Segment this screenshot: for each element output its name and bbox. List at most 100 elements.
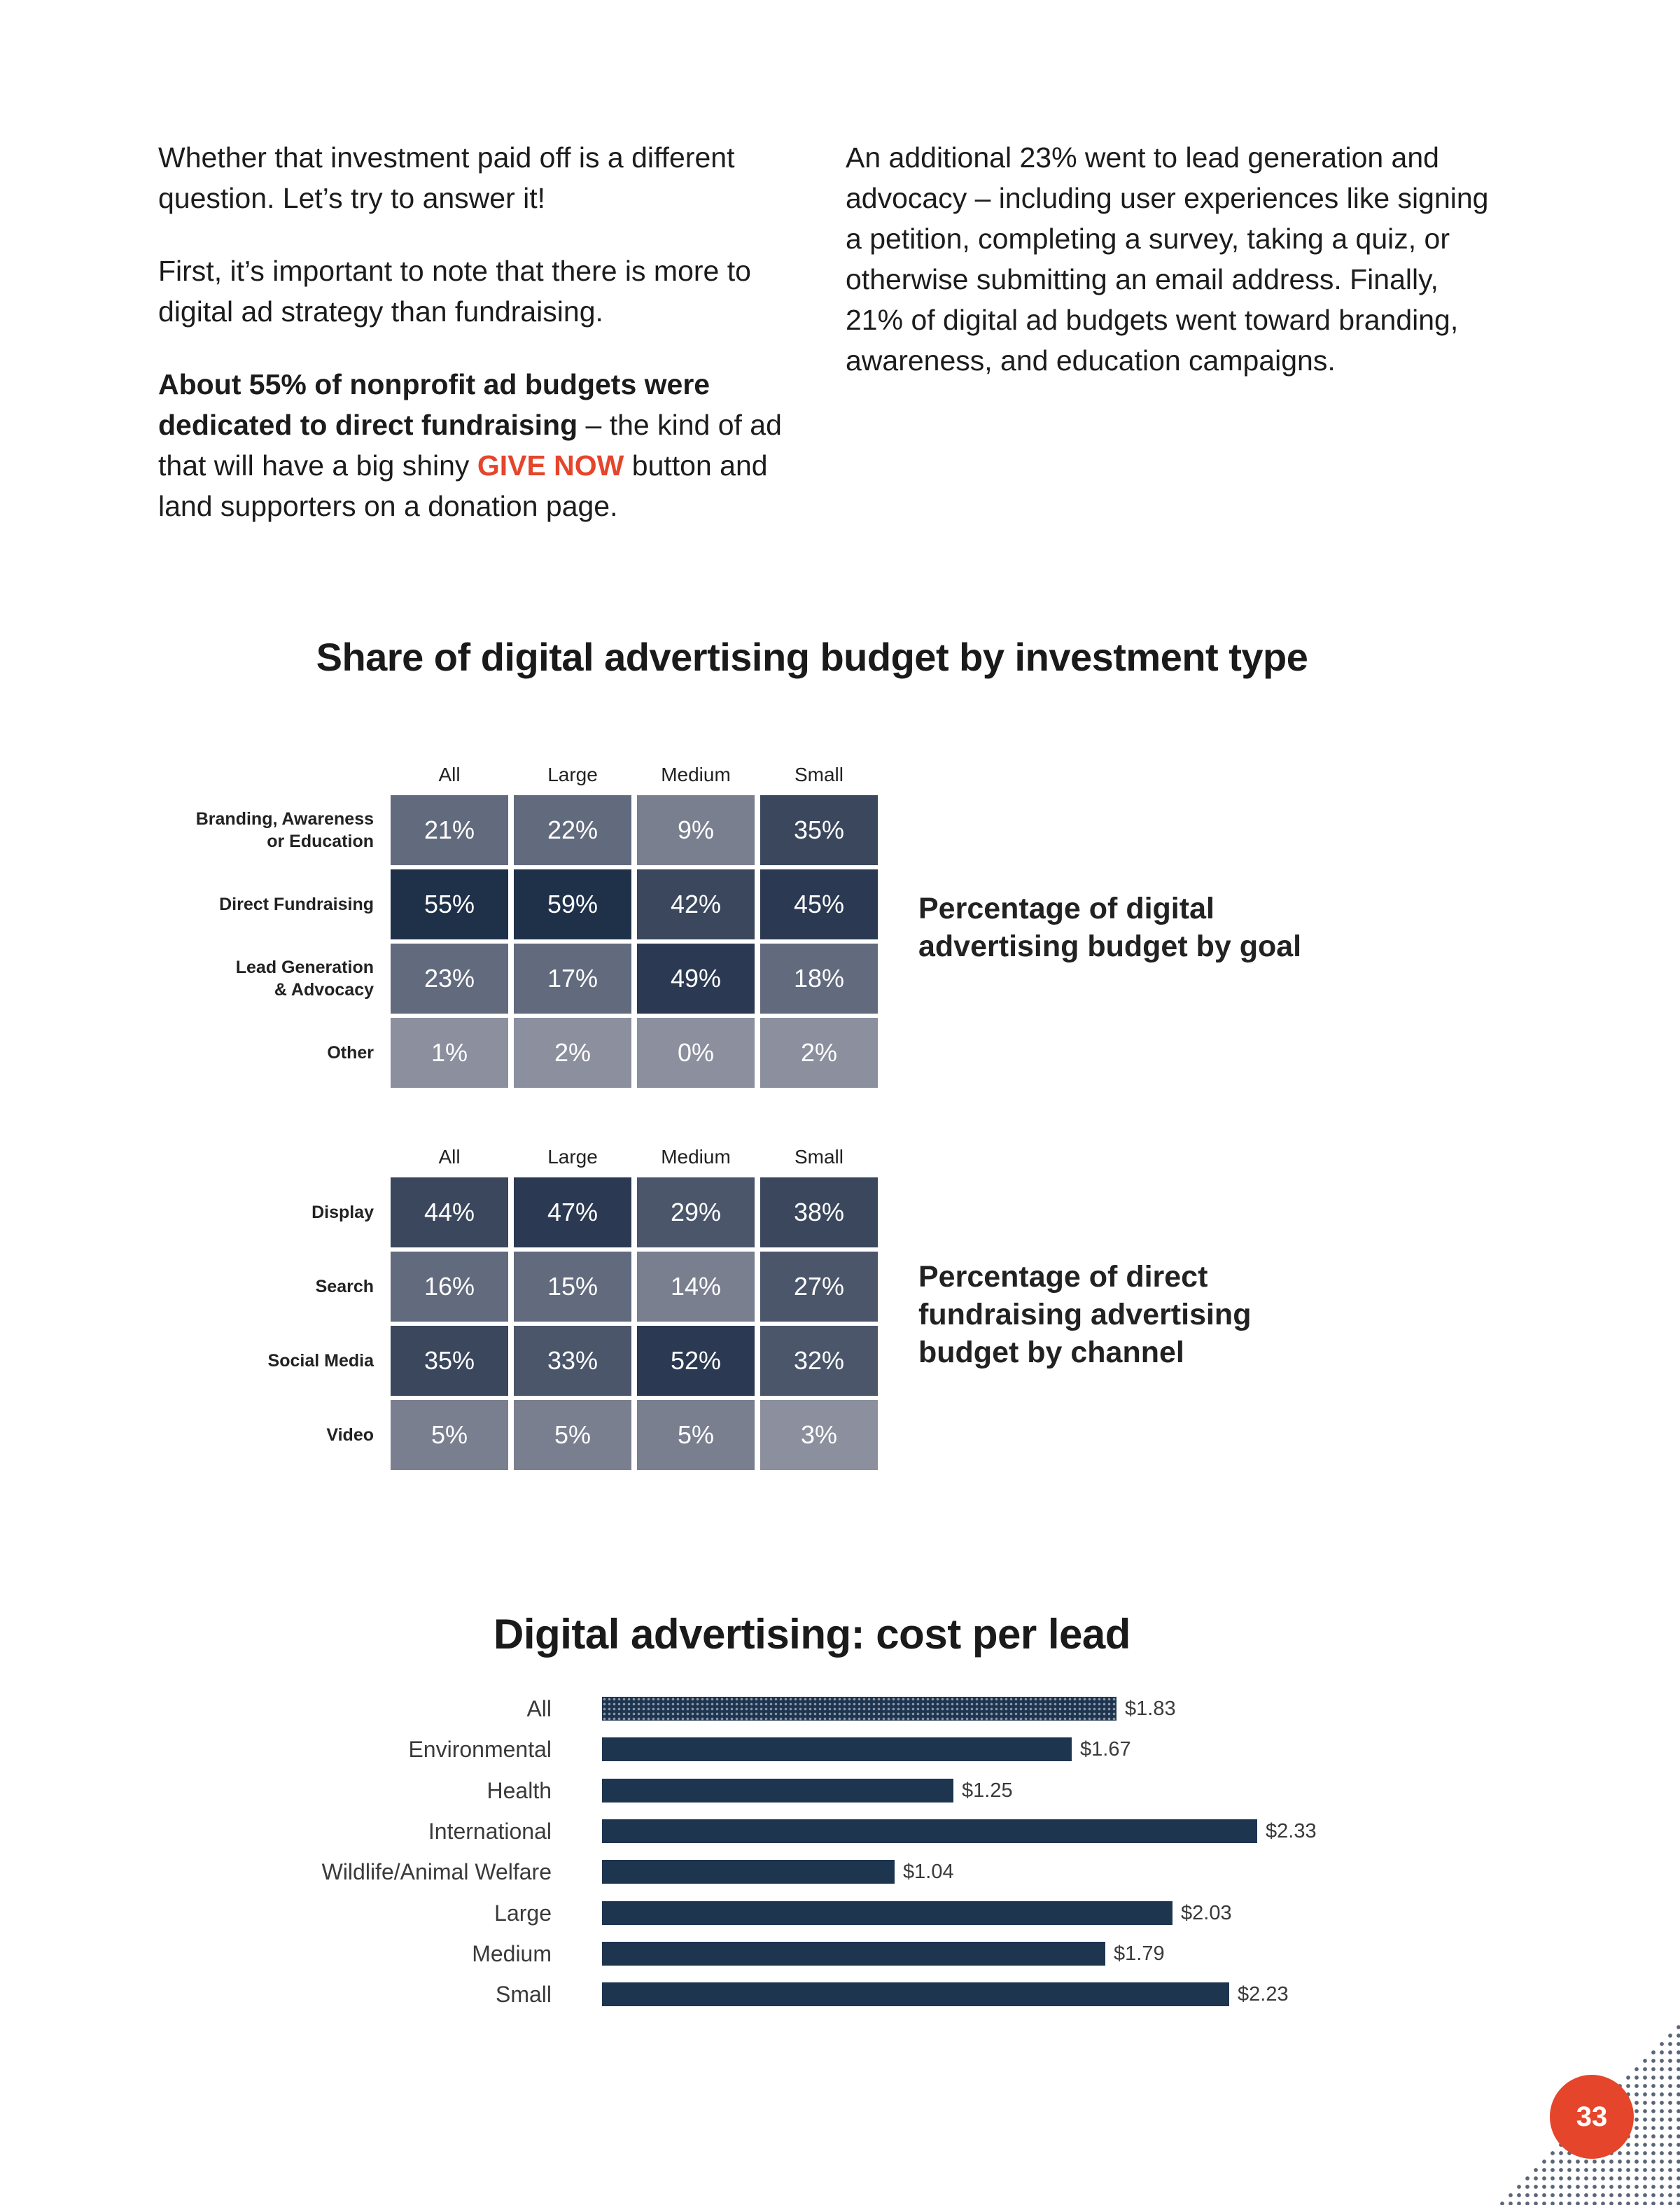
heatmap-cell: 22% bbox=[514, 795, 631, 865]
paragraph-investment: Whether that investment paid off is a di… bbox=[158, 141, 735, 214]
heatmap-section-title: Share of digital advertising budget by i… bbox=[316, 635, 1308, 679]
paragraph-fundraising-mid: – the kind of ad that will have a big sh… bbox=[158, 409, 782, 482]
heatmap-cell: 52% bbox=[637, 1326, 755, 1396]
row-label: Lead Generation & Advocacy bbox=[161, 944, 374, 1014]
bar-large bbox=[602, 1901, 1172, 1925]
bar-value-label: $1.79 bbox=[1114, 1942, 1165, 1965]
bar-value-label: $2.33 bbox=[1266, 1820, 1317, 1842]
row-label-line: Social Media bbox=[267, 1351, 374, 1371]
bar-value-label: $1.83 bbox=[1125, 1698, 1176, 1720]
row-label-line: & Advocacy bbox=[274, 980, 374, 1000]
bar-category-label: International bbox=[428, 1819, 552, 1844]
bold-statement: About 55% of nonprofit ad budgets were d… bbox=[158, 368, 710, 441]
bar-category-label: Environmental bbox=[408, 1737, 552, 1762]
heatmap-cell: 35% bbox=[391, 1326, 508, 1396]
heatmap-cell: 23% bbox=[391, 944, 508, 1014]
row-label: Video bbox=[161, 1400, 374, 1470]
heatmap-cell: 14% bbox=[637, 1252, 755, 1322]
right-text-column: An additional 23% went to lead generatio… bbox=[846, 137, 1490, 413]
give-now-highlight: GIVE NOW bbox=[477, 449, 624, 482]
paragraph-lead-generation: An additional 23% went to lead generatio… bbox=[846, 141, 1489, 377]
bar-wildlife-animal-welfare bbox=[602, 1860, 895, 1884]
row-label: Other bbox=[161, 1018, 374, 1088]
row-label-text: Video bbox=[326, 1424, 374, 1446]
page-number: 33 bbox=[1576, 2101, 1608, 2132]
row-label-text: Display bbox=[312, 1201, 374, 1224]
heatmap-cell: 33% bbox=[514, 1326, 631, 1396]
row-label-line: Video bbox=[326, 1425, 374, 1445]
row-label-line: Search bbox=[315, 1277, 374, 1296]
row-label-text: Direct Fundraising bbox=[219, 893, 374, 916]
heatmap-cell: 2% bbox=[760, 1018, 878, 1088]
bar-all bbox=[602, 1697, 1116, 1721]
bar-value-label: $1.25 bbox=[962, 1779, 1013, 1802]
heatmap-cell: 5% bbox=[391, 1400, 508, 1470]
column-header-small: Small bbox=[794, 764, 844, 785]
heatmap-cell: 15% bbox=[514, 1252, 631, 1322]
row-label: Branding, Awareness or Education bbox=[161, 795, 374, 865]
column-header-medium: Medium bbox=[661, 764, 731, 785]
heatmap-cell: 5% bbox=[514, 1400, 631, 1470]
bar-international bbox=[602, 1819, 1257, 1843]
paragraph-fundraising: About 55% of nonprofit ad budgets were d… bbox=[158, 364, 802, 526]
heatmap-cell: 1% bbox=[391, 1018, 508, 1088]
heatmap-cell: 38% bbox=[760, 1177, 878, 1247]
heatmap-cell: 59% bbox=[514, 869, 631, 939]
heatmap-cell: 42% bbox=[637, 869, 755, 939]
row-label-line: Branding, Awareness bbox=[195, 809, 374, 829]
bar-category-label: Large bbox=[494, 1900, 552, 1926]
row-label: Display bbox=[161, 1177, 374, 1247]
heatmap-cell: 0% bbox=[637, 1018, 755, 1088]
paragraph-strategy: First, it’s important to note that there… bbox=[158, 255, 751, 328]
heatmap-cell: 17% bbox=[514, 944, 631, 1014]
heatmap-cell: 5% bbox=[637, 1400, 755, 1470]
row-label-line: Display bbox=[312, 1203, 374, 1222]
heatmap-cell: 21% bbox=[391, 795, 508, 865]
bar-category-label: Wildlife/Animal Welfare bbox=[321, 1859, 552, 1884]
row-label-text: Other bbox=[327, 1042, 374, 1064]
bar-category-label: Small bbox=[495, 1982, 552, 2007]
column-header-small: Small bbox=[794, 1146, 844, 1168]
bar-category-label: Health bbox=[486, 1778, 552, 1803]
bar-category-label: Medium bbox=[472, 1941, 552, 1966]
bar-value-label: $1.04 bbox=[903, 1861, 954, 1883]
heatmap-cell: 16% bbox=[391, 1252, 508, 1322]
heatmap-cell: 27% bbox=[760, 1252, 878, 1322]
column-header-all: All bbox=[438, 1146, 461, 1168]
bar-value-label: $2.23 bbox=[1238, 1983, 1289, 2005]
row-label-text: Lead Generation & Advocacy bbox=[236, 956, 374, 1001]
paragraph-fundraising-end: but­ton and land supporters on a donatio… bbox=[158, 449, 768, 522]
bar-health bbox=[602, 1779, 953, 1802]
column-header-all: All bbox=[438, 764, 461, 785]
heatmap-cell: 18% bbox=[760, 944, 878, 1014]
heatmap-cell: 49% bbox=[637, 944, 755, 1014]
heatmap-cell: 45% bbox=[760, 869, 878, 939]
bar-category-label: All bbox=[526, 1696, 552, 1721]
bar-medium bbox=[602, 1942, 1105, 1966]
row-label-line: or Education bbox=[267, 832, 374, 851]
heatmap-cell: 35% bbox=[760, 795, 878, 865]
left-text-column: Whether that investment paid off is a di… bbox=[158, 137, 802, 559]
heatmap-cell: 44% bbox=[391, 1177, 508, 1247]
row-label-line: Direct Fundraising bbox=[219, 895, 374, 914]
heatmap-cell: 32% bbox=[760, 1326, 878, 1396]
heatmap-cell: 9% bbox=[637, 795, 755, 865]
heatmap-cell: 55% bbox=[391, 869, 508, 939]
heatmap-cell: 3% bbox=[760, 1400, 878, 1470]
heatmap-cell: 2% bbox=[514, 1018, 631, 1088]
heatmap-cell: 47% bbox=[514, 1177, 631, 1247]
row-label-text: Social Media bbox=[268, 1350, 374, 1372]
bar-value-label: $2.03 bbox=[1181, 1902, 1232, 1924]
bar-chart-title: Digital advertising: cost per lead bbox=[493, 1611, 1130, 1658]
row-label-line: Other bbox=[327, 1043, 374, 1063]
row-label: Direct Fundraising bbox=[161, 869, 374, 939]
row-label-text: Search bbox=[316, 1275, 374, 1298]
column-header-large: Large bbox=[547, 764, 598, 785]
bar-environmental bbox=[602, 1737, 1072, 1761]
row-label: Search bbox=[161, 1252, 374, 1322]
heatmap-cell: 29% bbox=[637, 1177, 755, 1247]
bar-small bbox=[602, 1982, 1229, 2006]
goal-heatmap-caption: Percentage of digital advertising budget… bbox=[918, 892, 1302, 963]
row-label-line: Lead Generation bbox=[235, 958, 374, 977]
bar-value-label: $1.67 bbox=[1080, 1738, 1131, 1760]
